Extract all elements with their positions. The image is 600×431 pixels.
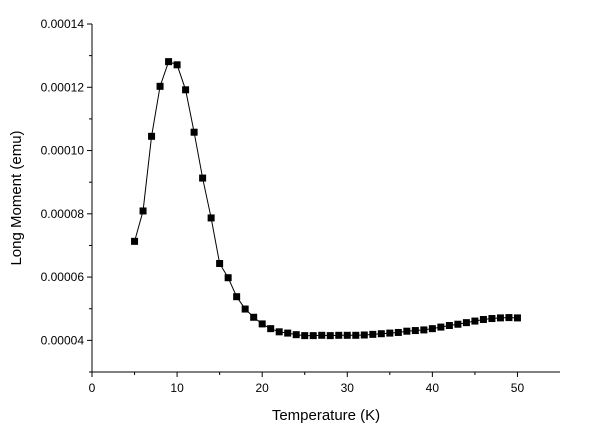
y-tick-label: 0.00008 [41,207,85,221]
data-point [267,325,275,333]
data-point [207,214,215,222]
data-point [241,305,249,313]
series-line [134,61,518,337]
data-point [139,207,147,215]
x-tick-label: 10 [170,381,184,395]
data-point [462,319,470,327]
data-point [190,128,198,136]
data-point [182,86,190,94]
data-point [369,330,377,338]
y-tick-label: 0.00014 [41,17,85,31]
y-tick-label: 0.00010 [41,144,85,158]
y-tick-label: 0.00012 [41,80,85,94]
data-point [326,332,334,340]
data-point [156,82,164,90]
x-axis-title: Temperature (K) [272,407,380,424]
data-point [131,237,139,245]
data-point [275,328,283,336]
y-tick-label: 0.00006 [41,270,85,284]
data-point [233,293,241,301]
data-point [148,132,156,140]
data-point [394,328,402,336]
data-point [420,326,428,334]
data-point [496,314,504,322]
data-point [301,332,309,340]
data-point [309,332,317,340]
data-point [352,331,360,339]
data-point [318,331,326,339]
data-point [258,320,266,328]
data-point [411,327,419,335]
y-tick-label: 0.00004 [41,333,85,347]
data-point [292,331,300,339]
data-point [284,329,292,337]
data-point [471,317,479,325]
data-point [343,331,351,339]
data-point [386,329,394,337]
data-point [224,274,232,282]
data-point [488,315,496,323]
x-tick-label: 20 [256,381,270,395]
x-tick-label: 30 [341,381,355,395]
data-point [513,314,521,322]
x-tick-label: 40 [426,381,440,395]
data-point [428,325,436,333]
data-point [437,323,445,331]
data-point [173,61,181,69]
data-point [505,314,513,322]
data-point [165,58,173,66]
data-point [250,313,258,321]
y-axis-title: Long Moment (emu) [8,130,25,265]
data-point [445,321,453,329]
data-point [216,259,224,267]
data-point [377,330,385,338]
data-point [403,327,411,335]
data-point [360,331,368,339]
data-point [454,320,462,328]
data-point [479,315,487,323]
data-point [335,331,343,339]
data-point [199,174,207,182]
x-tick-label: 0 [89,381,96,395]
x-tick-label: 50 [511,381,525,395]
